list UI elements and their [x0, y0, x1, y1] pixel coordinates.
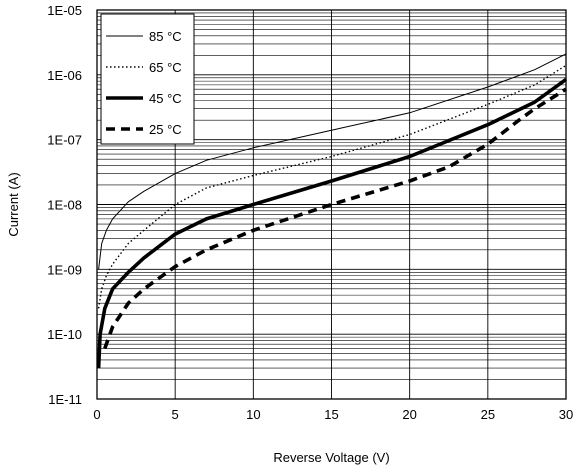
x-tick-label: 10: [246, 407, 260, 422]
y-tick-label: 1E-06: [47, 68, 82, 83]
x-axis-label: Reverse Voltage (V): [273, 450, 389, 465]
x-tick-label: 30: [559, 407, 573, 422]
y-axis-label: Current (A): [6, 172, 21, 236]
curves: [96, 53, 568, 369]
y-tick-label: 1E-11: [48, 392, 82, 407]
legend-label: 25 °C: [149, 122, 182, 137]
series-line-4: [103, 87, 567, 350]
y-tick-label: 1E-05: [47, 3, 82, 18]
y-tick-label: 1E-09: [47, 262, 82, 277]
legend-label: 45 °C: [149, 91, 182, 106]
y-tick-label: 1E-07: [47, 133, 82, 148]
x-tick-label: 20: [402, 407, 416, 422]
series-line-1: [98, 53, 567, 270]
x-tick-label: 25: [481, 407, 495, 422]
legend-label: 65 °C: [149, 60, 182, 75]
plot-frame: [96, 9, 567, 400]
x-tick-label: 0: [93, 407, 100, 422]
series-line-3: [96, 77, 568, 369]
x-tick-label: 5: [172, 407, 179, 422]
legend: 85 °C 65 °C 45 °C 25 °C: [100, 13, 195, 145]
series-line-2: [97, 64, 567, 309]
y-tick-label: 1E-10: [47, 327, 82, 342]
tick-labels: 0 5 10 15 20 25 30 1E-11 1E-10 1E-09 1E-08 1E-07 1E-…: [47, 3, 573, 422]
legend-label: 85 °C: [149, 29, 182, 44]
x-tick-label: 15: [324, 407, 338, 422]
y-tick-label: 1E-08: [47, 198, 82, 213]
